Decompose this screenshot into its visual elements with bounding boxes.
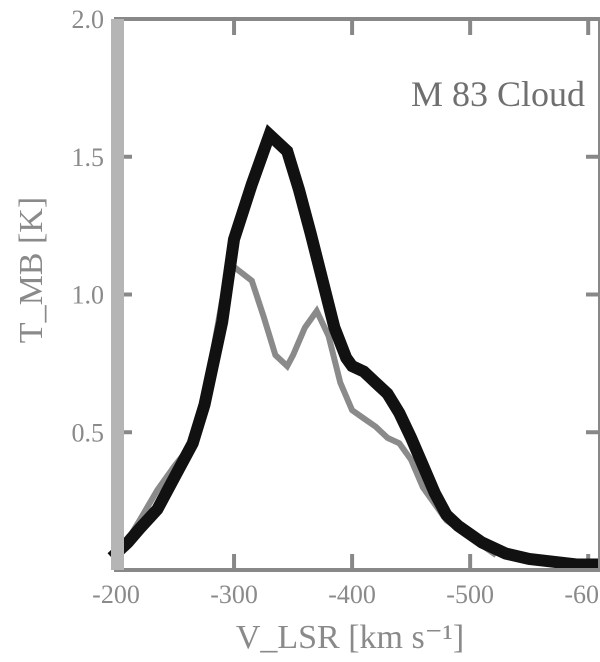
x-tick-label: -300 — [210, 580, 258, 609]
left-axis-bar — [111, 19, 124, 570]
annotation: M 83 Cloud — [411, 74, 585, 114]
series-layer — [107, 124, 600, 571]
x-tick-label: -600 — [564, 580, 600, 609]
x-tick-label: -500 — [446, 580, 494, 609]
y-axis-label: T_MB [K] — [13, 197, 50, 343]
ticks-layer: -200 -300 -400 -500 -600 0.5 1.0 1.5 2.0 — [72, 5, 600, 609]
series-line-thick — [107, 124, 600, 571]
x-axis-label: V_LSR [km s⁻¹] — [236, 619, 464, 656]
y-tick-label: 1.0 — [72, 281, 105, 310]
x-tick-label: -200 — [92, 580, 140, 609]
y-tick-label: 1.5 — [72, 143, 105, 172]
y-tick-label: 2.0 — [72, 5, 105, 34]
series-line-thin — [111, 261, 498, 558]
x-tick-label: -400 — [328, 580, 376, 609]
y-tick-label: 0.5 — [72, 418, 105, 447]
